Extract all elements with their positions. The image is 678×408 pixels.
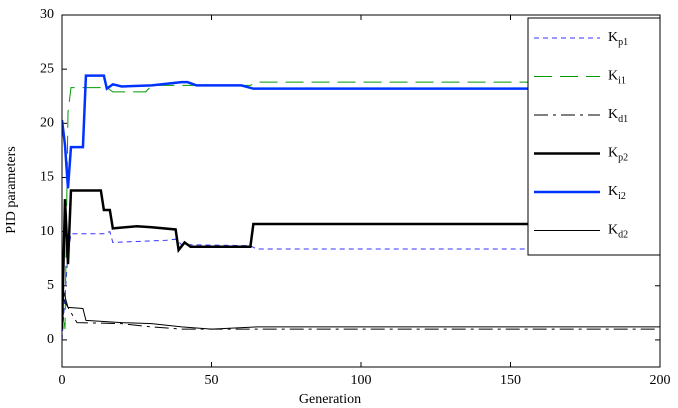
series-line [62,285,660,330]
y-axis-label: PID parameters [4,146,19,233]
y-tick-label: 25 [40,61,54,76]
y-tick-label: 20 [40,116,54,131]
y-tick-label: 5 [47,278,54,293]
x-tick-label: 50 [205,373,219,388]
x-tick-label: 200 [650,373,671,388]
x-tick-label: 0 [59,373,66,388]
y-tick-label: 0 [47,332,54,347]
x-tick-label: 150 [500,373,521,388]
legend-label: Ki1 [608,69,626,87]
series-line [62,189,660,330]
y-tick-label: 30 [40,7,54,22]
x-axis-label: Generation [299,392,361,407]
y-tick-label: 15 [40,170,54,185]
legend-label: Kd2 [608,223,628,241]
legend-label: Ki2 [608,184,626,202]
series-line [62,74,660,189]
legend-box [527,17,661,256]
legend-label: Kd1 [608,107,628,125]
series-line [62,81,660,330]
legend-label: Kp1 [608,30,628,48]
y-tick-label: 10 [40,224,54,239]
legend-label: Kp2 [608,146,628,164]
x-tick-label: 100 [351,373,372,388]
